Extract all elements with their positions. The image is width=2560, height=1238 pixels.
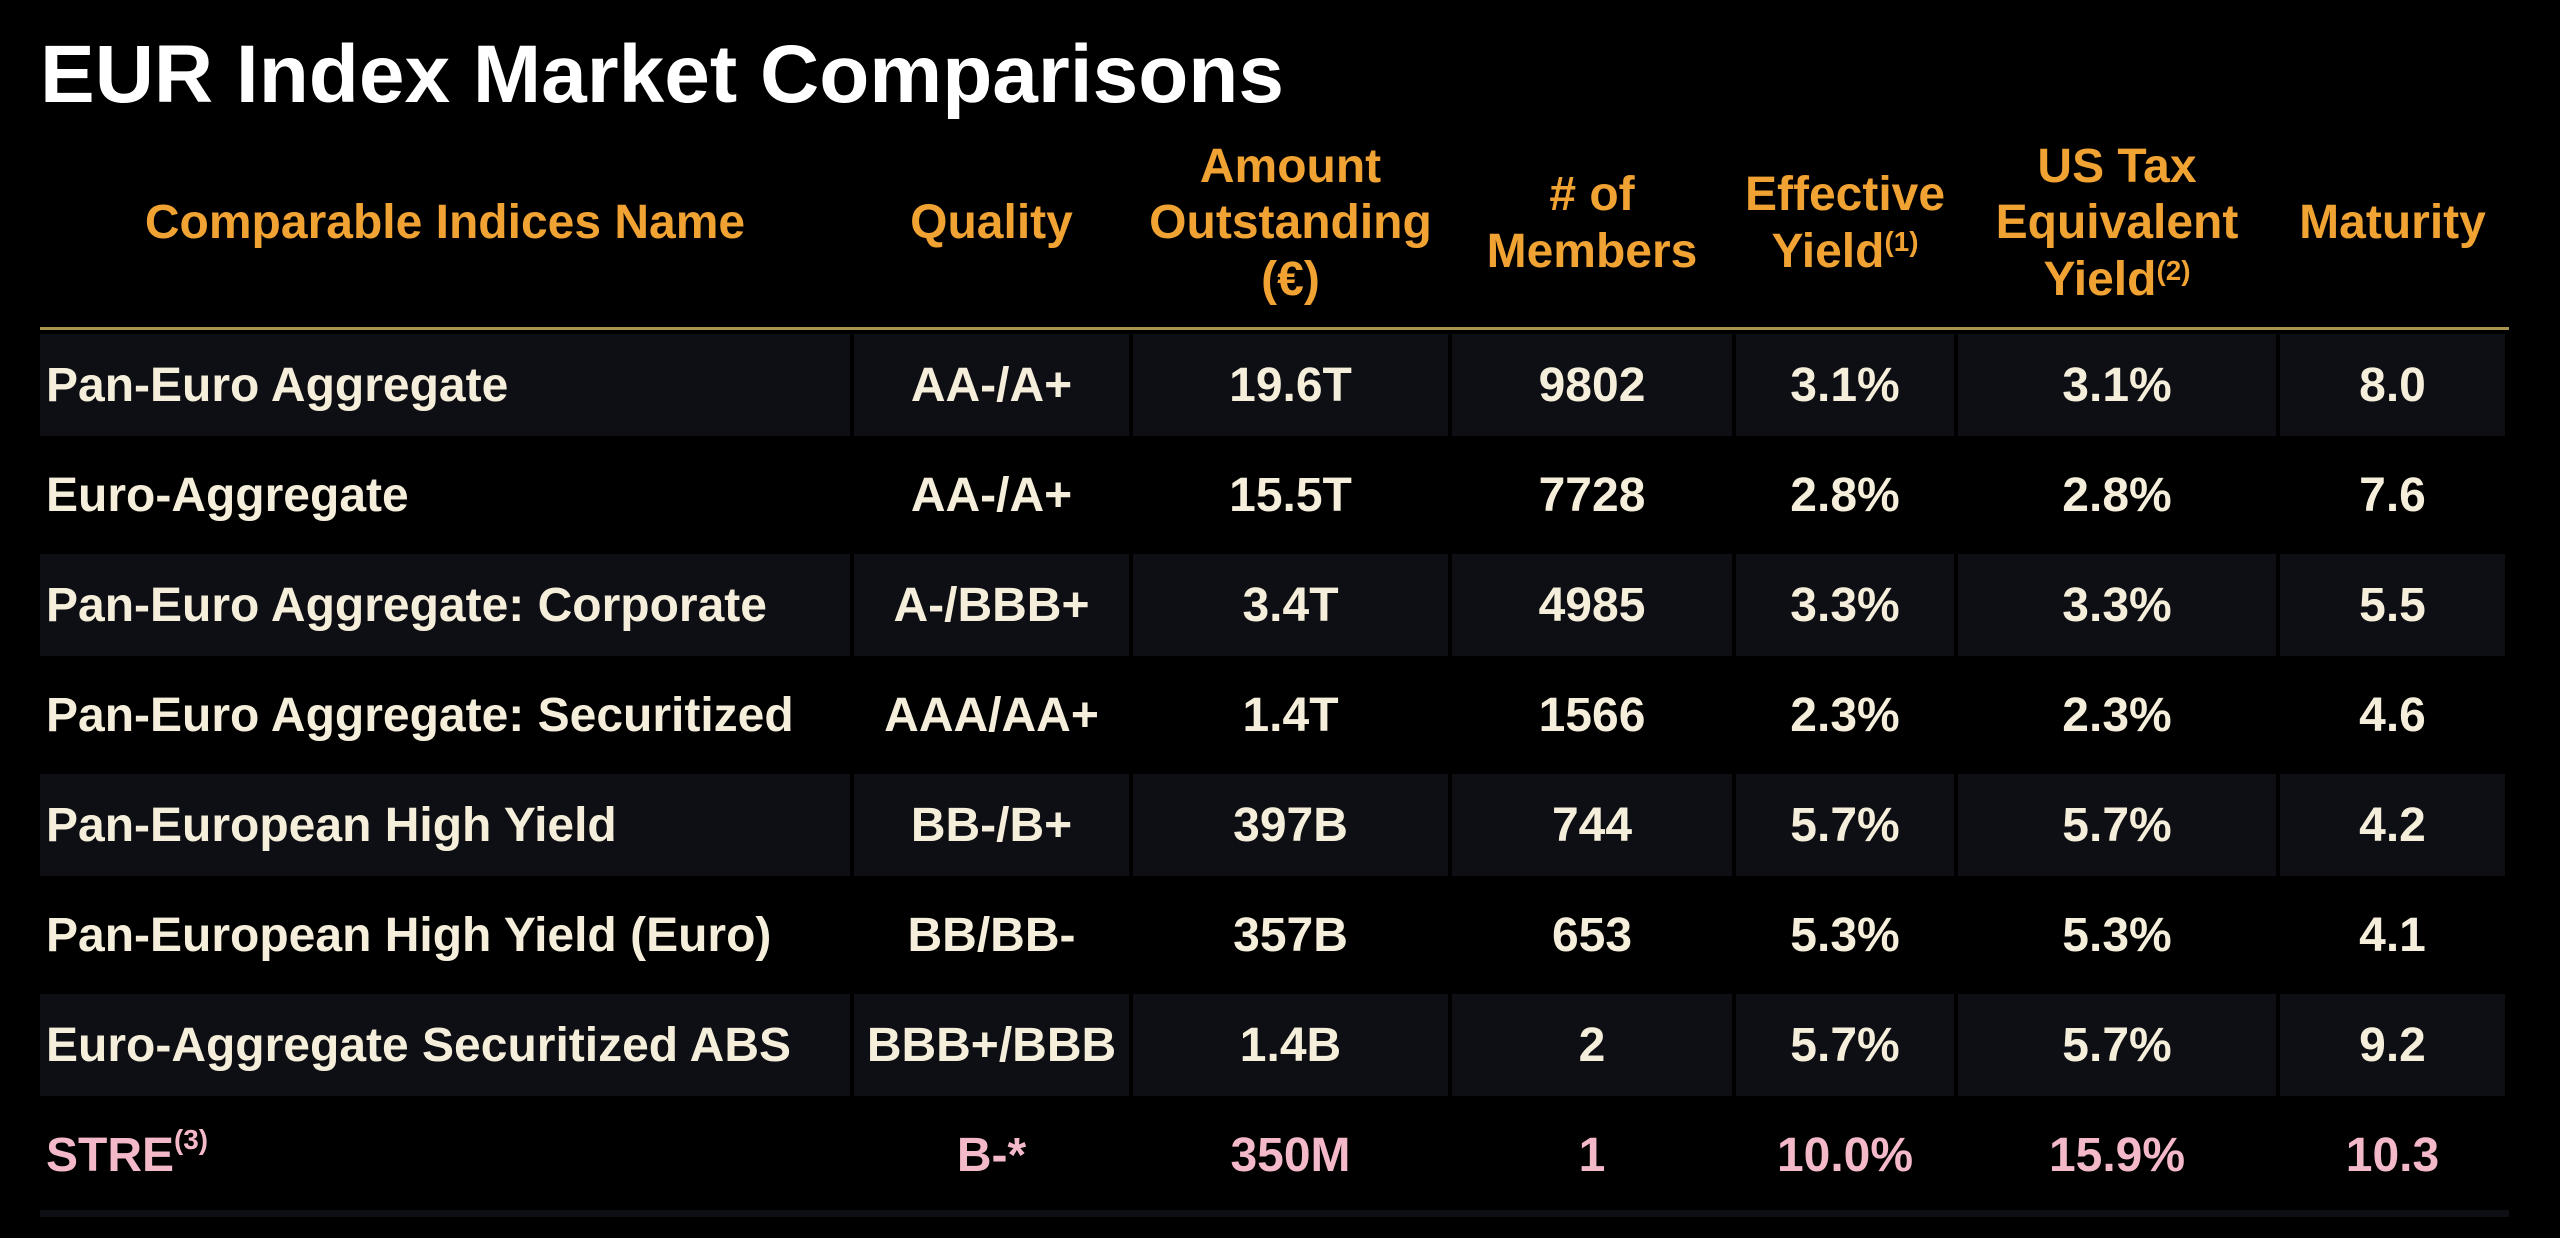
cell-members: 1: [1578, 1128, 1606, 1182]
cell-effective_yield: 3.3%: [1736, 554, 1954, 657]
cell-members: 744: [1452, 774, 1732, 877]
table-row: STRE (3) B-* 350M 1 10.0% 15.9% 10.3: [40, 1100, 2509, 1210]
column-header-line: Yield(1): [1771, 224, 1919, 278]
cell-members: 2: [1452, 994, 1732, 1097]
table-header-row: Comparable Indices Name Quality Amount Outs…: [40, 120, 2509, 327]
cell-us_tax_equivalent_yield: 3.3%: [1958, 554, 2276, 657]
footnote-marker: (2): [2156, 254, 2191, 286]
cell-name: Pan-European High Yield (Euro): [46, 908, 772, 962]
table-row: Euro-Aggregate Securitized ABS BBB+/BBB 1.…: [40, 990, 2509, 1100]
table-row: Pan-Euro Aggregate AA-/A+ 19.6T 9802 3.1% 3.1…: [40, 330, 2509, 440]
cell-members: 653: [1551, 908, 1633, 962]
cell-maturity: 4.6: [2359, 688, 2426, 742]
cell-quality: A-/BBB+: [854, 554, 1129, 657]
cell-name: Pan-Euro Aggregate: Corporate: [40, 554, 850, 657]
cell-amount: 15.5T: [1229, 468, 1352, 522]
cell-effective_yield: 10.0%: [1776, 1128, 1914, 1182]
table-row: Pan-Euro Aggregate: Securitized AAA/AA+ 1.…: [40, 660, 2509, 770]
cell-effective_yield: 3.1%: [1736, 334, 1954, 437]
cell-effective_yield: 5.7%: [1736, 774, 1954, 877]
cell-name: Pan-European High Yield: [40, 774, 850, 877]
cell-quality: AA-/A+: [910, 468, 1073, 522]
cell-name: Euro-Aggregate: [46, 468, 409, 522]
cell-effective_yield: 2.8%: [1790, 468, 1900, 522]
cell-quality: BBB+/BBB: [854, 994, 1129, 1097]
column-header-line: Amount: [1199, 139, 1382, 193]
column-header-members: # of Members: [1452, 167, 1732, 280]
column-header-line: # of: [1549, 168, 1635, 222]
column-header-name: Comparable Indices Name: [40, 195, 850, 252]
cell-maturity: 10.3: [2345, 1128, 2440, 1182]
cell-name: Pan-Euro Aggregate: Securitized: [46, 688, 794, 742]
column-header-line: Equivalent: [1995, 196, 2239, 250]
column-header-line: Members: [1486, 224, 1698, 278]
column-header-line: Effective: [1744, 168, 1946, 222]
column-header-amount: Amount Outstanding (€): [1133, 139, 1448, 309]
cell-us_tax_equivalent_yield: 15.9%: [2048, 1128, 2186, 1182]
cell-effective_yield: 2.3%: [1790, 688, 1900, 742]
column-header-us_tax_equivalent_yield: US Tax Equivalent Yield(2): [1958, 139, 2276, 309]
table-row: Pan-Euro Aggregate: Corporate A-/BBB+ 3.4T…: [40, 550, 2509, 660]
cell-name: STRE (3): [46, 1123, 209, 1182]
page-title: EUR Index Market Comparisons: [40, 29, 1284, 120]
column-header-line: Quality: [910, 196, 1073, 250]
column-header-line: Comparable Indices Name: [144, 196, 746, 250]
column-header-line: (€): [1261, 253, 1320, 306]
cell-us_tax_equivalent_yield: 3.1%: [1958, 334, 2276, 437]
cell-maturity: 7.6: [2359, 468, 2426, 522]
cell-members: 4985: [1452, 554, 1732, 657]
cell-quality: BB-/B+: [854, 774, 1129, 877]
cell-effective_yield: 5.7%: [1736, 994, 1954, 1097]
cell-us_tax_equivalent_yield: 5.3%: [2062, 908, 2172, 962]
column-header-effective_yield: Effective Yield(1): [1736, 167, 1954, 280]
comparison-table: Comparable Indices Name Quality Amount Outs…: [40, 120, 2509, 1218]
cell-members: 7728: [1538, 468, 1646, 522]
column-header-line: Maturity: [2299, 196, 2486, 250]
cell-amount: 350M: [1230, 1128, 1351, 1182]
header-divider-line: [40, 327, 2509, 331]
cell-quality: AA-/A+: [854, 334, 1129, 437]
column-header-line: US Tax: [2037, 139, 2197, 193]
table-body: Pan-Euro Aggregate AA-/A+ 19.6T 9802 3.1% 3.1…: [40, 330, 2509, 1210]
column-header-quality: Quality: [854, 195, 1129, 252]
cell-maturity: 9.2: [2280, 994, 2505, 1097]
cell-members: 1566: [1538, 688, 1646, 742]
table-row: Pan-European High Yield (Euro) BB/BB- 357B…: [40, 880, 2509, 990]
cell-quality: B-*: [956, 1128, 1027, 1182]
cell-maturity: 4.1: [2359, 908, 2426, 962]
next-row-sliver: [40, 1210, 2509, 1218]
cell-amount: 1.4T: [1242, 688, 1339, 742]
cell-us_tax_equivalent_yield: 5.7%: [1958, 774, 2276, 877]
cell-amount: 357B: [1233, 908, 1348, 962]
cell-quality: BB/BB-: [907, 908, 1076, 962]
cell-maturity: 4.2: [2280, 774, 2505, 877]
cell-amount: 1.4B: [1133, 994, 1448, 1097]
cell-quality: AAA/AA+: [884, 688, 1099, 742]
cell-members: 9802: [1452, 334, 1732, 437]
column-header-line: Yield(2): [2043, 253, 2191, 306]
cell-maturity: 8.0: [2280, 334, 2505, 437]
column-header-maturity: Maturity: [2280, 195, 2505, 252]
cell-amount: 19.6T: [1133, 334, 1448, 437]
cell-us_tax_equivalent_yield: 2.3%: [2062, 688, 2172, 742]
cell-amount: 397B: [1133, 774, 1448, 877]
cell-name: Euro-Aggregate Securitized ABS: [40, 994, 850, 1097]
table-row: Euro-Aggregate AA-/A+ 15.5T 7728 2.8% 2.8% 7.6: [40, 440, 2509, 550]
footnote-marker: (1): [1884, 226, 1919, 258]
column-header-line: Outstanding: [1149, 196, 1432, 250]
cell-maturity: 5.5: [2280, 554, 2505, 657]
cell-name: Pan-Euro Aggregate: [40, 334, 850, 437]
cell-us_tax_equivalent_yield: 2.8%: [2062, 468, 2172, 522]
cell-effective_yield: 5.3%: [1790, 908, 1900, 962]
cell-amount: 3.4T: [1133, 554, 1448, 657]
cell-us_tax_equivalent_yield: 5.7%: [1958, 994, 2276, 1097]
table-row: Pan-European High Yield BB-/B+ 397B 744 5.7%…: [40, 770, 2509, 880]
